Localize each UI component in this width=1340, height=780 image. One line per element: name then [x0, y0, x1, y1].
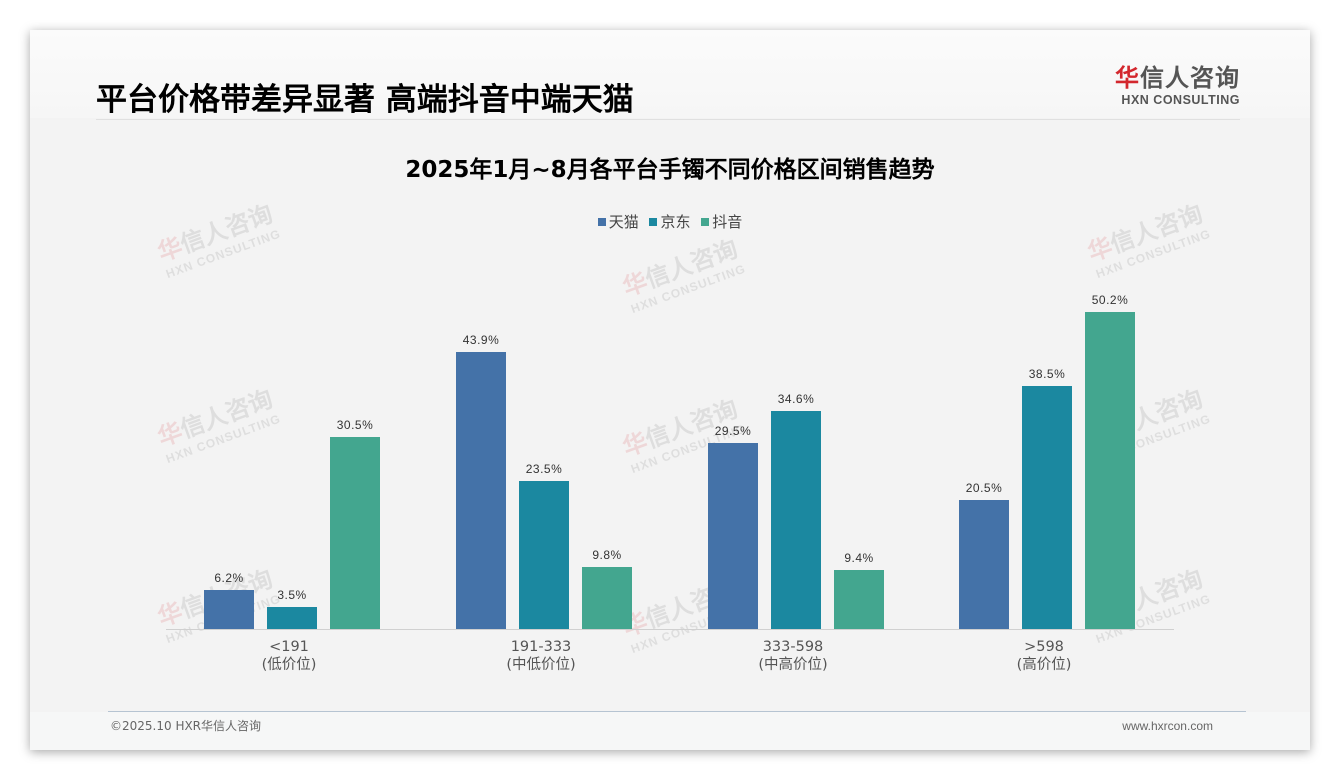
- data-label: 23.5%: [525, 462, 563, 476]
- data-label: 30.5%: [336, 418, 374, 432]
- footer-band: [30, 712, 1310, 750]
- legend-item-tmall: 天猫: [597, 211, 639, 232]
- bar-douyin: [582, 567, 632, 629]
- data-label: 43.9%: [462, 333, 500, 347]
- header-band: [30, 30, 1310, 118]
- brand-logo: 华信人咨询 HXN CONSULTING: [1115, 64, 1240, 108]
- legend-item-jd: 京东: [649, 211, 691, 232]
- data-label: 9.8%: [592, 548, 622, 562]
- data-label: 6.2%: [214, 571, 244, 585]
- bar-tmall: [959, 500, 1009, 629]
- category-label: <191 (低价位): [261, 639, 317, 673]
- data-label: 9.4%: [844, 551, 874, 565]
- category-label: 191-333 (中低价位): [506, 639, 576, 673]
- bar-douyin: [330, 437, 380, 629]
- legend-swatch-icon: [649, 217, 658, 226]
- legend-swatch-icon: [701, 217, 710, 226]
- chart-title: 2025年1月~8月各平台手镯不同价格区间销售趋势: [405, 157, 935, 183]
- bar-jd: [519, 481, 569, 629]
- bar-jd: [1022, 386, 1072, 629]
- page-title: 平台价格带差异显著 高端抖音中端天猫: [96, 82, 634, 118]
- data-label: 38.5%: [1028, 367, 1066, 381]
- slide: 平台价格带差异显著 高端抖音中端天猫 华信人咨询 HXN CONSULTING …: [30, 30, 1310, 750]
- logo-chinese: 华信人咨询: [1115, 64, 1240, 92]
- plot-area: 6.2% 43.9% 29.5% 20.5% 3.5% 23.5% 34.6% 38.5% 30…: [30, 30, 1310, 750]
- footer-website: www.hxrcon.com: [1122, 719, 1213, 733]
- data-label: 3.5%: [277, 588, 307, 602]
- legend-item-douyin: 抖音: [701, 211, 742, 232]
- bar-jd: [267, 607, 317, 629]
- bar-jd: [771, 411, 821, 629]
- data-label: 20.5%: [965, 481, 1003, 495]
- chart-legend: 天猫 京东 抖音: [30, 211, 1310, 232]
- bar-tmall: [456, 352, 506, 629]
- title-divider: [96, 119, 1240, 120]
- logo-english: HXN CONSULTING: [1121, 93, 1240, 107]
- footer-copyright: ©2025.10 HXR华信人咨询: [110, 719, 262, 733]
- legend-swatch-icon: [597, 217, 606, 226]
- category-label: >598 (高价位): [1016, 639, 1072, 673]
- footer-divider: [108, 711, 1246, 712]
- category-label: 333-598 (中高价位): [758, 639, 828, 673]
- bar-tmall: [204, 590, 254, 629]
- data-label: 34.6%: [777, 392, 815, 406]
- x-axis-line: [166, 629, 1174, 630]
- bar-douyin: [1085, 312, 1135, 629]
- data-label: 29.5%: [714, 424, 752, 438]
- bar-tmall: [708, 443, 758, 629]
- bar-douyin: [834, 570, 884, 629]
- data-label: 50.2%: [1091, 293, 1129, 307]
